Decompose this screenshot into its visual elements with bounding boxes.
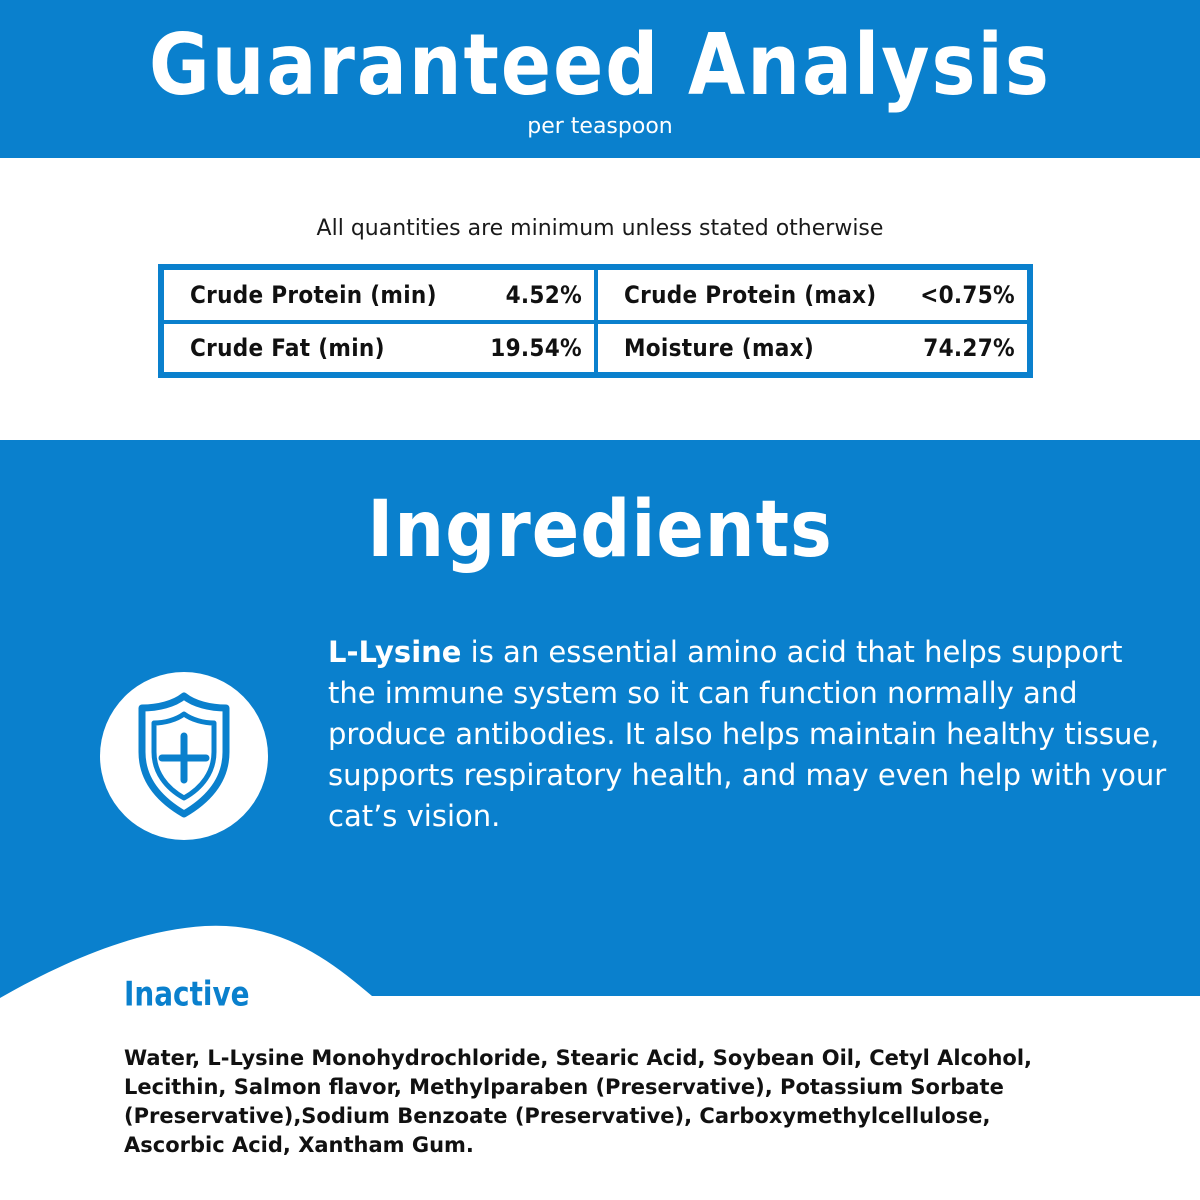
inactive-title: Inactive (124, 974, 250, 1015)
lysine-body: is an essential amino acid that helps su… (328, 635, 1167, 833)
analysis-value: <0.75% (920, 281, 1015, 309)
ingredients-title: Ingredients (367, 483, 833, 575)
analysis-value: 4.52% (505, 281, 582, 309)
wave-divider (0, 925, 1200, 1200)
analysis-table: Crude Protein (min) 4.52% Crude Protein … (158, 264, 1033, 378)
analysis-cell-crude-fat-min: Crude Fat (min) 19.54% (164, 324, 594, 372)
shield-plus-icon (138, 692, 230, 818)
lysine-description: L-Lysine is an essential amino acid that… (328, 632, 1168, 837)
analysis-cell-crude-protein-max: Crude Protein (max) <0.75% (598, 270, 1027, 320)
icon-badge (100, 672, 268, 840)
lysine-name: L-Lysine (328, 635, 462, 669)
analysis-value: 74.27% (923, 334, 1015, 362)
header-band (0, 0, 1200, 158)
analysis-value: 19.54% (490, 334, 582, 362)
analysis-label: Crude Protein (min) (190, 281, 437, 309)
page-title: Guaranteed Analysis (149, 15, 1051, 115)
analysis-label: Crude Fat (min) (190, 334, 385, 362)
inactive-ingredients-list: Water, L-Lysine Monohydrochloride, Stear… (124, 1046, 1033, 1157)
page-subtitle: per teaspoon (527, 114, 673, 139)
analysis-cell-crude-protein-min: Crude Protein (min) 4.52% (164, 270, 594, 320)
analysis-note: All quantities are minimum unless stated… (316, 216, 884, 241)
analysis-label: Moisture (max) (624, 334, 815, 362)
analysis-label: Crude Protein (max) (624, 281, 877, 309)
analysis-cell-moisture-max: Moisture (max) 74.27% (598, 324, 1027, 372)
